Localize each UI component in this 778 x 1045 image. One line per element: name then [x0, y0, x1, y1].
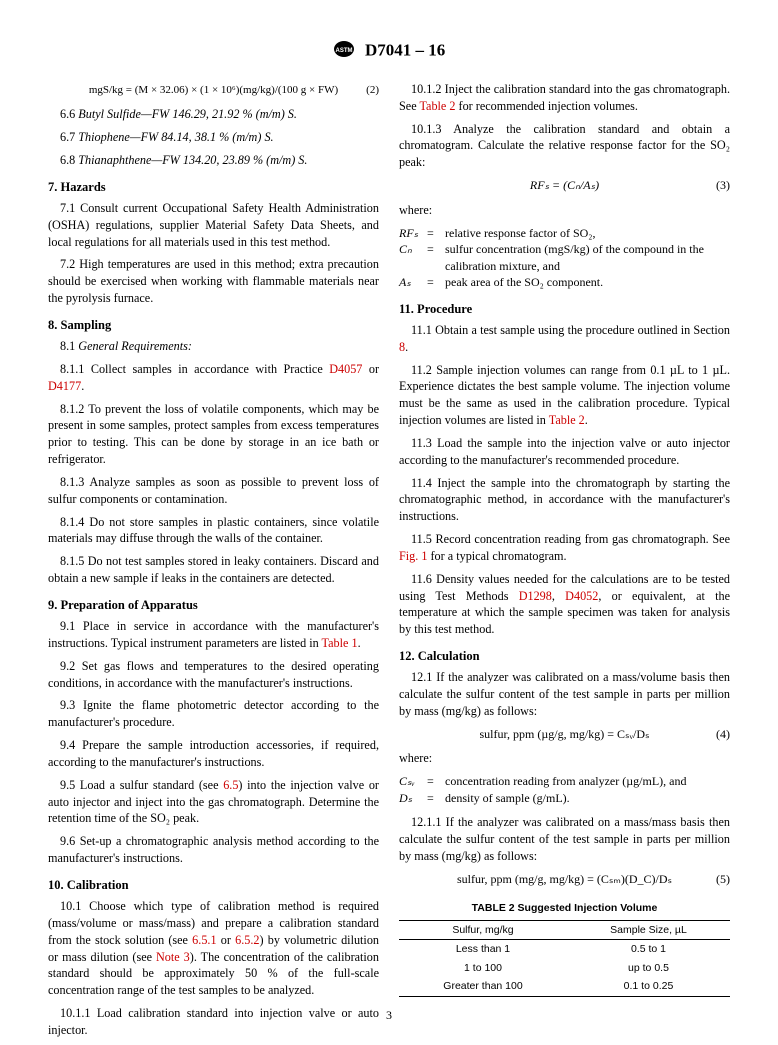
where-label-1: where: [399, 202, 730, 219]
table-2: TABLE 2 Suggested Injection Volume Sulfu… [399, 901, 730, 996]
compound-thiophene: Thiophene—FW 84.14, 38.1 % (m/m) S. [78, 130, 273, 144]
compound-butyl-sulfide: Butyl Sulfide—FW 146.29, 21.92 % (m/m) S… [78, 107, 297, 121]
table-2-col2-header: Sample Size, µL [567, 920, 730, 939]
general-requirements-label: General Requirements: [78, 339, 192, 353]
link-d4057[interactable]: D4057 [329, 362, 362, 376]
para-8-1-2: 8.1.2 To prevent the loss of volatile co… [48, 401, 379, 468]
where-csv: Cₛᵥ=concentration reading from analyzer … [399, 773, 730, 790]
para-12-1-1: 12.1.1 If the analyzer was calibrated on… [399, 814, 730, 864]
table-2-title: TABLE 2 Suggested Injection Volume [399, 901, 730, 915]
equation-2: mgS/kg = (M × 32.06) × (1 × 10⁶)(mg/kg)/… [48, 83, 379, 98]
eq2-body: mgS/kg = (M × 32.06) × (1 × 10⁶)(mg/kg)/… [89, 84, 338, 96]
where-as: Aₛ=peak area of the SO₂ component. [399, 274, 730, 291]
para-6-6: 6.6 Butyl Sulfide—FW 146.29, 21.92 % (m/… [48, 106, 379, 123]
heading-10: 10. Calibration [48, 877, 379, 894]
heading-7: 7. Hazards [48, 179, 379, 196]
para-8-1-4: 8.1.4 Do not store samples in plastic co… [48, 514, 379, 548]
right-column: 10.1.2 Inject the calibration standard i… [399, 81, 730, 1045]
eq4-body: sulfur, ppm (µg/g, mg/kg) = Cₛᵥ/Dₛ [479, 727, 649, 741]
link-6-5-2[interactable]: 6.5.2 [235, 933, 259, 947]
eq4-number: (4) [716, 726, 730, 743]
link-fig-1[interactable]: Fig. 1 [399, 549, 427, 563]
para-10-1-2: 10.1.2 Inject the calibration standard i… [399, 81, 730, 115]
where-cn: Cₙ=sulfur concentration (mgS/kg) of the … [399, 241, 730, 274]
para-8-1: 8.1 General Requirements: [48, 338, 379, 355]
table-row: 1 to 100 up to 0.5 [399, 959, 730, 977]
para-9-5: 9.5 Load a sulfur standard (see 6.5) int… [48, 777, 379, 827]
table-2-col1-header: Sulfur, mg/kg [399, 920, 567, 939]
content-columns: mgS/kg = (M × 32.06) × (1 × 10⁶)(mg/kg)/… [48, 81, 730, 1045]
para-11-5: 11.5 Record concentration reading from g… [399, 531, 730, 565]
link-table-2a[interactable]: Table 2 [419, 99, 455, 113]
heading-12: 12. Calculation [399, 648, 730, 665]
para-10-1-3: 10.1.3 Analyze the calibration standard … [399, 121, 730, 171]
heading-11: 11. Procedure [399, 301, 730, 318]
equation-3: RFₛ = (Cₙ/Aₛ) (3) [399, 177, 730, 194]
heading-9: 9. Preparation of Apparatus [48, 597, 379, 614]
eq3-body: RFₛ = (Cₙ/Aₛ) [530, 178, 599, 192]
where-rfs: RFₛ=relative response factor of SO₂, [399, 225, 730, 242]
para-6-8: 6.8 Thianaphthene—FW 134.20, 23.89 % (m/… [48, 152, 379, 169]
astm-logo: ASTM [333, 40, 355, 63]
table-row: Greater than 100 0.1 to 0.25 [399, 977, 730, 996]
where-list-2: Cₛᵥ=concentration reading from analyzer … [399, 773, 730, 806]
equation-4: sulfur, ppm (µg/g, mg/kg) = Cₛᵥ/Dₛ (4) [399, 726, 730, 743]
para-9-2: 9.2 Set gas flows and temperatures to th… [48, 658, 379, 692]
para-9-4: 9.4 Prepare the sample introduction acce… [48, 737, 379, 771]
para-9-3: 9.3 Ignite the flame photometric detecto… [48, 697, 379, 731]
page-number: 3 [0, 1008, 778, 1023]
para-9-6: 9.6 Set-up a chromatographic analysis me… [48, 833, 379, 867]
table-2-grid: Sulfur, mg/kg Sample Size, µL Less than … [399, 920, 730, 997]
para-11-2: 11.2 Sample injection volumes can range … [399, 362, 730, 429]
where-list-1: RFₛ=relative response factor of SO₂, Cₙ=… [399, 225, 730, 291]
designation: D7041 – 16 [365, 40, 445, 59]
para-11-3: 11.3 Load the sample into the injection … [399, 435, 730, 469]
link-d4052[interactable]: D4052 [565, 589, 598, 603]
left-column: mgS/kg = (M × 32.06) × (1 × 10⁶)(mg/kg)/… [48, 81, 379, 1045]
para-11-6: 11.6 Density values needed for the calcu… [399, 571, 730, 638]
link-d1298[interactable]: D1298 [519, 589, 552, 603]
heading-8: 8. Sampling [48, 317, 379, 334]
link-6-5-1[interactable]: 6.5.1 [192, 933, 216, 947]
para-7-1: 7.1 Consult current Occupational Safety … [48, 200, 379, 250]
table-2-header-row: Sulfur, mg/kg Sample Size, µL [399, 920, 730, 939]
table-row: Less than 1 0.5 to 1 [399, 940, 730, 959]
para-8-1-3: 8.1.3 Analyze samples as soon as possibl… [48, 474, 379, 508]
para-12-1: 12.1 If the analyzer was calibrated on a… [399, 669, 730, 719]
para-8-1-1: 8.1.1 Collect samples in accordance with… [48, 361, 379, 395]
para-8-1-5: 8.1.5 Do not test samples stored in leak… [48, 553, 379, 587]
eq5-number: (5) [716, 871, 730, 888]
document-header: ASTM D7041 – 16 [48, 40, 730, 63]
link-d4177[interactable]: D4177 [48, 379, 81, 393]
link-6-5[interactable]: 6.5 [223, 778, 238, 792]
link-table-1[interactable]: Table 1 [322, 636, 358, 650]
svg-text:ASTM: ASTM [335, 48, 352, 54]
eq5-body: sulfur, ppm (mg/g, mg/kg) = (Cₛₘ)(D_C)/D… [457, 872, 672, 886]
para-11-4: 11.4 Inject the sample into the chromato… [399, 475, 730, 525]
page: ASTM D7041 – 16 mgS/kg = (M × 32.06) × (… [0, 0, 778, 1041]
link-table-2b[interactable]: Table 2 [549, 413, 585, 427]
eq3-number: (3) [716, 177, 730, 194]
compound-thianaphthene: Thianaphthene—FW 134.20, 23.89 % (m/m) S… [78, 153, 307, 167]
link-note-3[interactable]: Note 3 [156, 950, 190, 964]
para-7-2: 7.2 High temperatures are used in this m… [48, 256, 379, 306]
para-10-1: 10.1 Choose which type of calibration me… [48, 898, 379, 999]
para-9-1: 9.1 Place in service in accordance with … [48, 618, 379, 652]
equation-5: sulfur, ppm (mg/g, mg/kg) = (Cₛₘ)(D_C)/D… [399, 871, 730, 888]
para-6-7: 6.7 Thiophene—FW 84.14, 38.1 % (m/m) S. [48, 129, 379, 146]
para-11-1: 11.1 Obtain a test sample using the proc… [399, 322, 730, 356]
where-label-2: where: [399, 750, 730, 767]
eq2-number: (2) [366, 83, 379, 98]
where-ds: Dₛ=density of sample (g/mL). [399, 790, 730, 807]
